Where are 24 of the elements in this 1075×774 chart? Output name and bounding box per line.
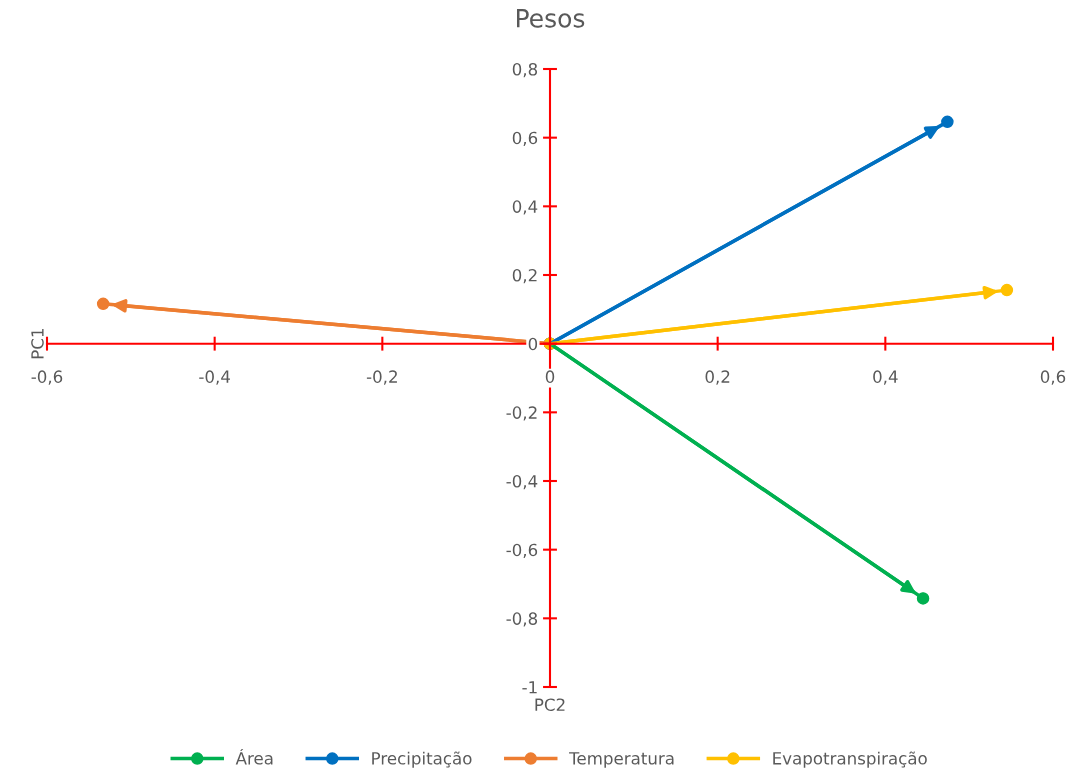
y-tick-label: -0,2 [506, 406, 537, 421]
legend-label: Precipitação [372, 751, 472, 768]
y-tick-label: 0,4 [512, 200, 538, 215]
x-tick-label: 0,6 [1040, 370, 1066, 385]
x-axis-title: PC2 [535, 698, 565, 712]
legend-label: Evapotranspiração [773, 751, 927, 768]
y-tick-label: -1 [522, 681, 537, 694]
x-tick-label: 0 [545, 370, 555, 383]
y-tick-label: 0 [528, 337, 538, 351]
y-tick-label: -0,6 [506, 543, 538, 558]
x-tick-label: 0,4 [873, 370, 898, 385]
chart-title: Pesos [517, 9, 585, 28]
x-tick-label: -0,2 [366, 370, 397, 385]
y-tick-label: -0,8 [506, 612, 538, 627]
y-tick-label: 0,8 [512, 62, 538, 78]
x-tick-label: -0,4 [199, 370, 230, 385]
x-tick-label: 0,2 [705, 370, 730, 385]
legend-label: Área [235, 748, 273, 765]
y-tick-label: -0,4 [506, 474, 538, 490]
y-tick-label: 0,2 [512, 268, 537, 284]
y-axis-title: PC1 [31, 329, 44, 359]
y-tick-label: 0,6 [512, 131, 538, 146]
legend-label: Temperatura [569, 752, 674, 768]
x-tick-label: -0,6 [31, 370, 63, 385]
